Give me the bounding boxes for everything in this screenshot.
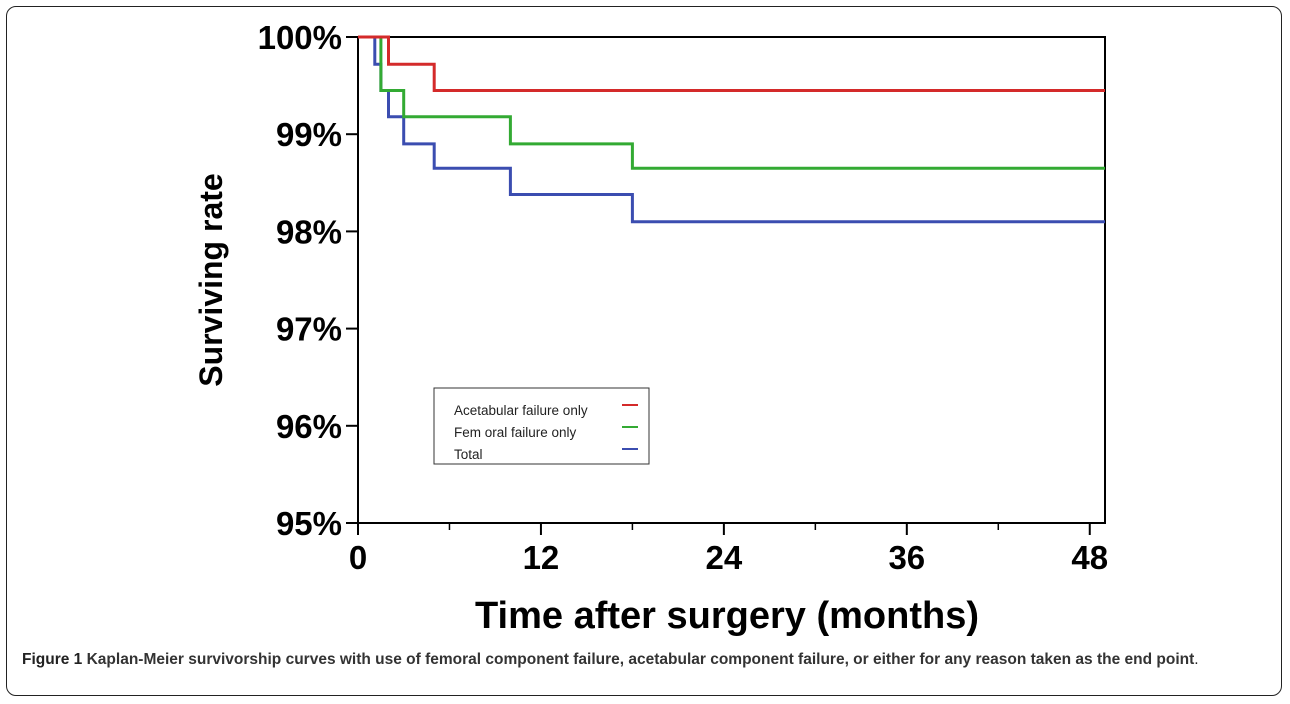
x-tick-label: 12 — [523, 539, 560, 576]
series-lines — [358, 35, 1105, 224]
plot-frame — [357, 36, 1106, 524]
y-tick-label: 96% — [276, 408, 342, 445]
x-tick-label: 24 — [706, 539, 743, 576]
legend-label: Total — [454, 447, 483, 462]
y-tick-label: 100% — [258, 19, 342, 56]
series-line — [358, 35, 1105, 224]
x-tick-label: 48 — [1071, 539, 1108, 576]
series-line — [358, 35, 1105, 92]
x-tick-label: 36 — [888, 539, 925, 576]
x-axis-label: Time after surgery (months) — [475, 595, 979, 637]
legend-label: Acetabular failure only — [454, 403, 588, 418]
legend-box — [433, 387, 650, 465]
figure-frame — [6, 6, 1282, 696]
y-tick-label: 97% — [276, 311, 342, 348]
axes: 95% 96% 97% 98% 99% 100% 0 12 24 36 48 — [258, 19, 1109, 576]
y-tick-label: 95% — [276, 505, 342, 542]
caption-text: Kaplan-Meier survivorship curves with us… — [86, 651, 1195, 668]
legend-label: Fem oral failure only — [454, 425, 577, 440]
y-axis-label: Surviving rate — [193, 173, 229, 386]
caption-end: . — [1194, 651, 1199, 668]
caption-label: Figure 1 — [22, 651, 83, 668]
survival-chart: 95% 96% 97% 98% 99% 100% 0 12 24 36 48 Acetabular … — [193, 19, 1109, 637]
y-tick-label: 98% — [276, 213, 342, 250]
series-line — [358, 35, 1105, 170]
figure-caption: Figure 1 Kaplan-Meier survivorship curve… — [22, 648, 1272, 671]
y-tick-label: 99% — [276, 116, 342, 153]
legend: Acetabular failure only Fem oral failure … — [433, 387, 650, 465]
x-tick-label: 0 — [349, 539, 367, 576]
